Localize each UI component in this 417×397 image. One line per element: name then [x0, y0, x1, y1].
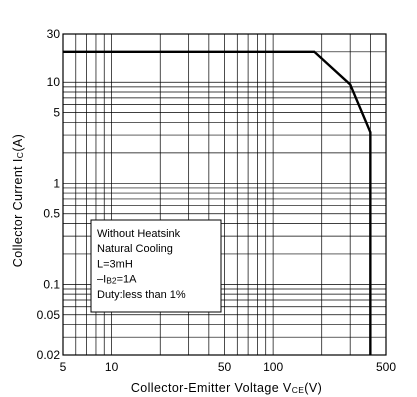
y-tick-label: 0.05: [37, 308, 61, 322]
soa-curve: [63, 50, 372, 355]
x-axis-label-main: Collector-Emitter Voltage V: [131, 381, 292, 395]
y-tick-label: 0.1: [43, 277, 60, 291]
y-tick-label: 0.02: [37, 348, 61, 362]
y-tick-label: 30: [47, 27, 61, 41]
y-axis-label: Collector Current IC(A): [11, 134, 25, 267]
legend-line: L=3mH: [97, 258, 133, 270]
plot-frame: [62, 33, 387, 356]
x-tick-label: 500: [376, 360, 396, 374]
x-tick-labels: 5 10 50 100 500: [60, 360, 397, 374]
x-axis-label: Collector-Emitter Voltage VCE(V): [131, 381, 322, 395]
y-axis-label-main: Collector Current I: [11, 158, 25, 267]
legend-box: Without Heatsink Natural Cooling L=3mH –IB2…: [90, 219, 222, 313]
x-tick-label: 10: [105, 360, 119, 374]
y-axis-label-sub: C: [15, 152, 25, 159]
legend-line: Without Heatsink: [97, 228, 181, 240]
series-layer: [63, 50, 372, 355]
x-axis-label-sub: CE: [292, 385, 305, 395]
y-tick-label: 1: [53, 176, 60, 190]
y-tick-label: 0.5: [43, 207, 60, 221]
y-tick-label: 10: [47, 75, 61, 89]
y-tick-labels: 30 10 5 1 0.5 0.1 0.05 0.02: [37, 27, 61, 362]
legend-line: Duty:less than 1%: [97, 289, 186, 301]
x-tick-label: 5: [60, 360, 67, 374]
y-axis-label-unit: (A): [11, 134, 25, 152]
x-axis-label-unit: (V): [304, 381, 322, 395]
y-tick-label: 5: [53, 106, 60, 120]
legend-line: –IB2=1A: [97, 274, 137, 286]
legend-background: [90, 219, 222, 313]
x-tick-label: 100: [263, 360, 283, 374]
x-tick-label: 50: [218, 360, 232, 374]
legend-line: Natural Cooling: [97, 243, 173, 255]
